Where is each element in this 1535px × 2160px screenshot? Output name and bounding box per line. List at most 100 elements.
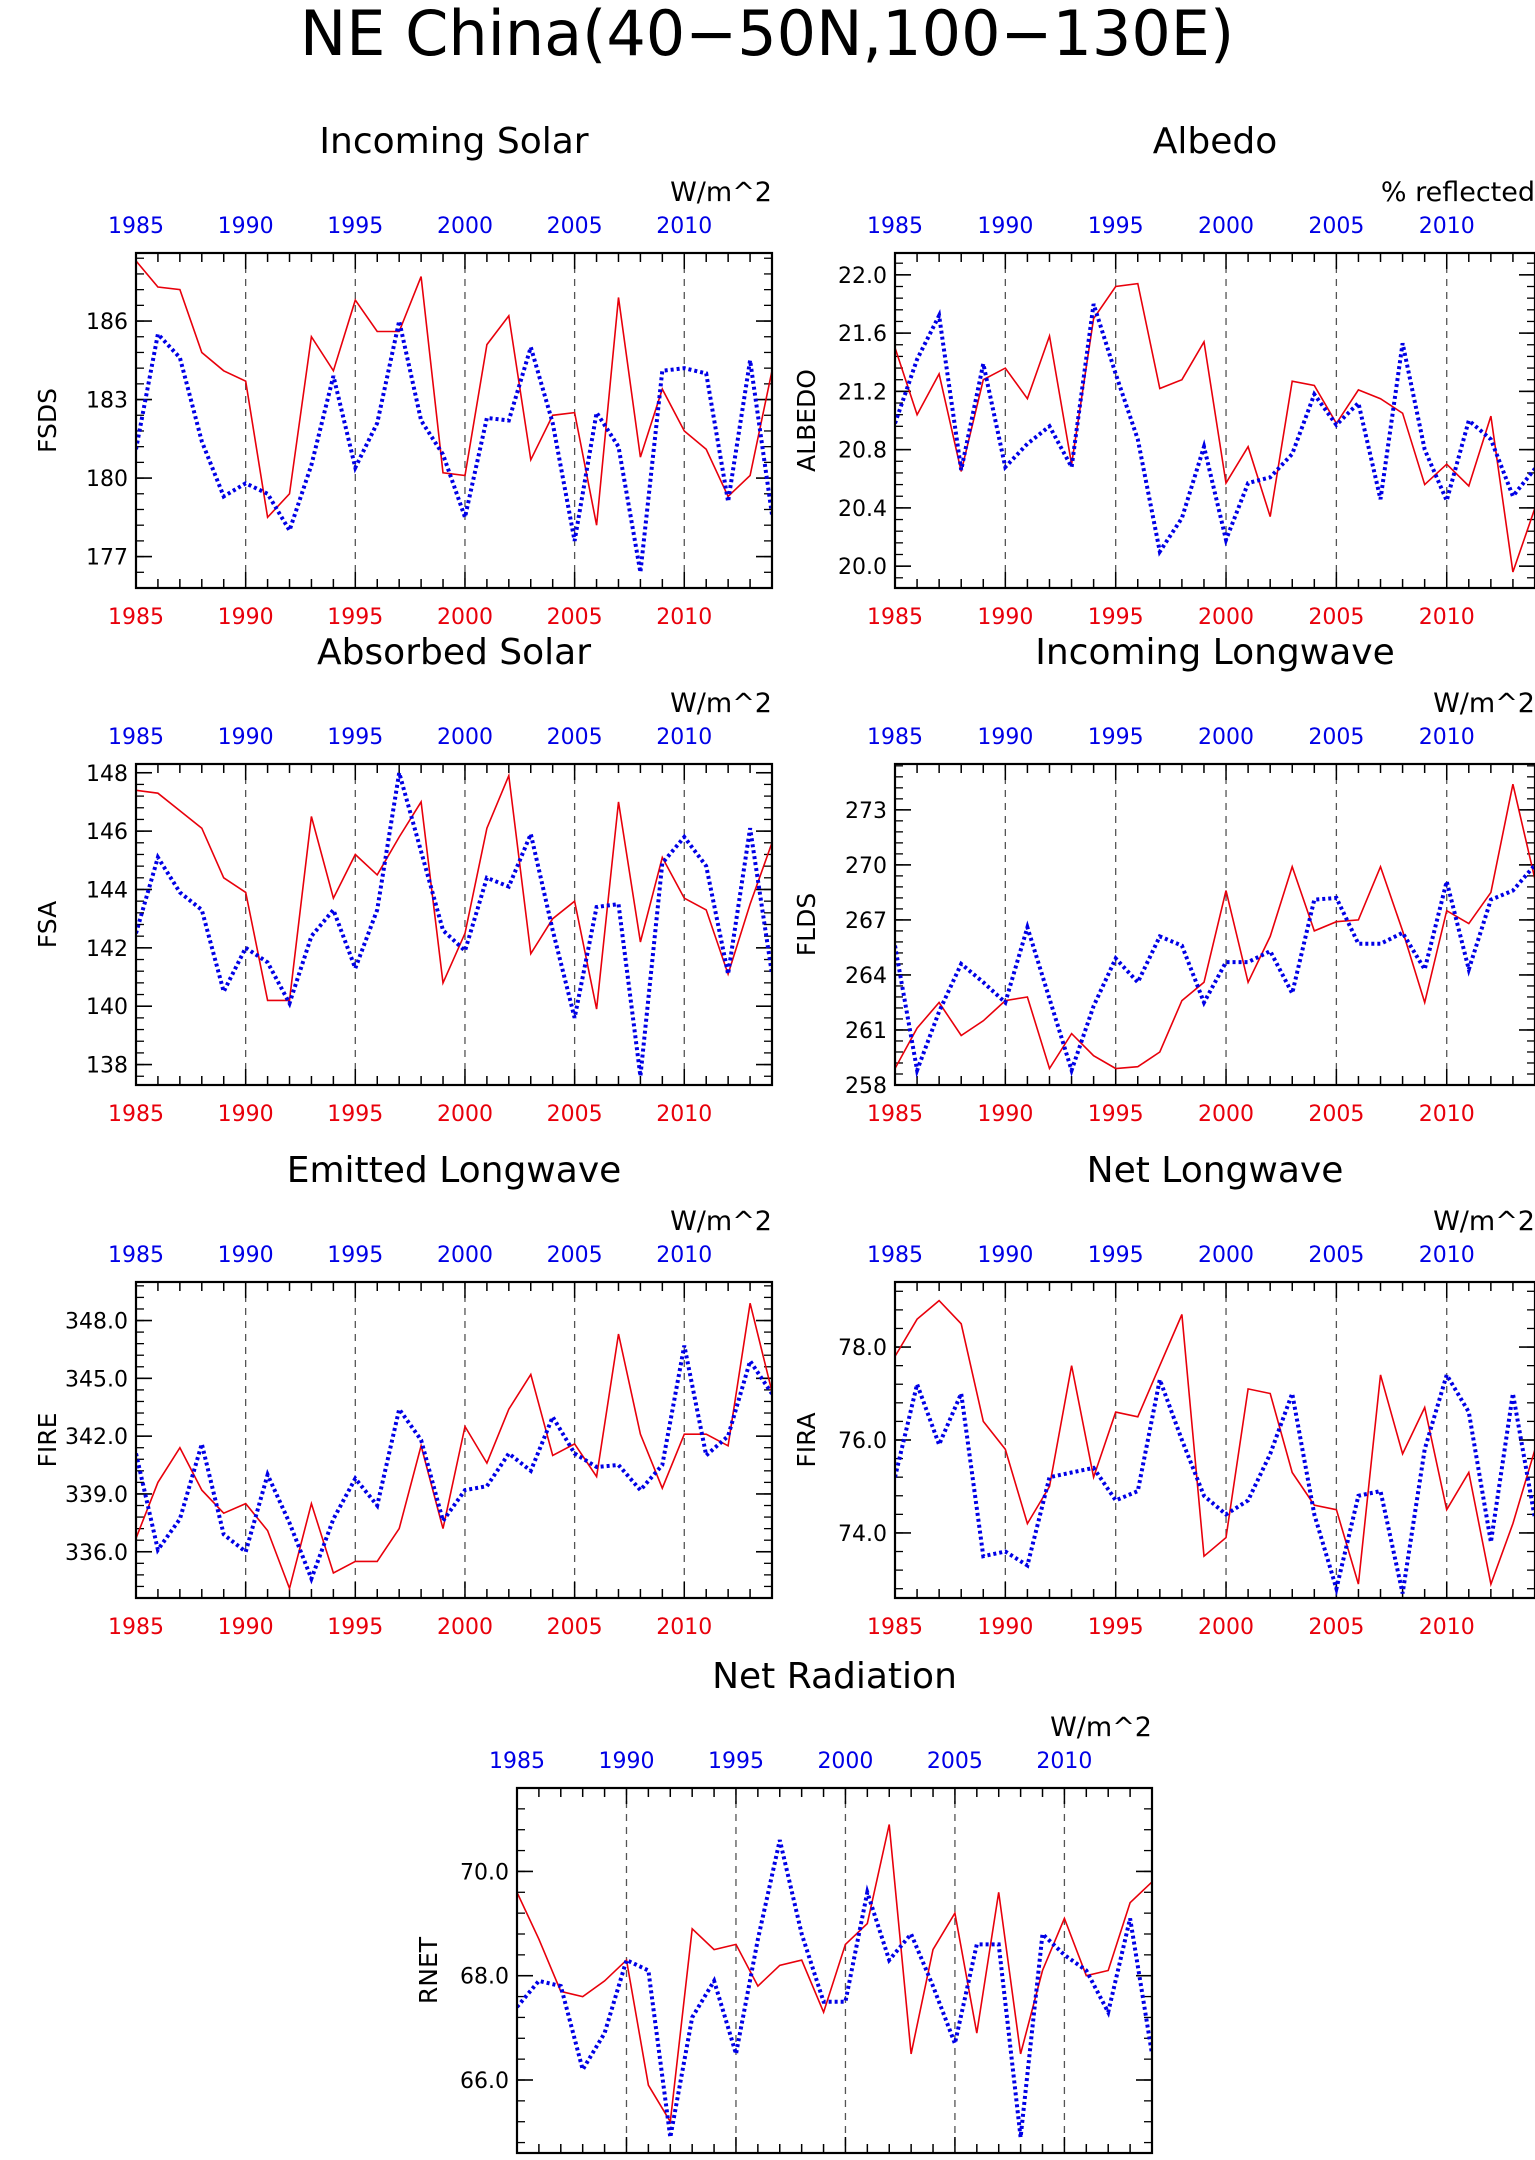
y-tick-label: 177 [86,546,128,571]
x-tick-label-top: 1985 [867,1243,923,1268]
series-line-blue [895,303,1535,557]
chart-panel-7: Net RadiationW/m^21985198519901990199519… [414,1656,1154,2155]
series-line-red [895,1299,1535,1588]
y-tick-label: 186 [86,310,128,335]
x-tick-label: 2010 [1419,1615,1475,1640]
y-axis-label: FIRA [792,1412,821,1467]
x-tick-label: 2000 [1198,1102,1254,1127]
x-tick-label-top: 1985 [867,214,923,239]
x-tick-label: 2010 [656,1615,712,1640]
y-tick-label: 267 [845,909,887,934]
chart-panel-3: Absorbed Solar W/m^2 1985 1985 1990 1990 1995 1… [33,632,774,1127]
series-line-blue [517,1839,1152,2138]
units-label: W/m^2 [670,688,772,719]
x-tick-label: 1985 [867,1102,923,1127]
figure-title: NE China(40−50N,100−130E) [300,0,1234,70]
x-tick-label-top: 1985 [108,214,164,239]
panel-title: Emitted Longwave [287,1150,622,1191]
y-axis-label: FLDS [792,893,821,956]
plot-frame [893,762,1535,1087]
x-tick-label: 1990 [977,1615,1033,1640]
y-tick-label: 22.0 [838,264,887,289]
panel-title: Net Longwave [1087,1150,1344,1191]
chart-panel-1: Incoming Solar W/m^2 1985 1985 1990 1990 1995 1… [33,121,774,630]
series-line-red [136,260,772,526]
x-tick-label-top: 2005 [927,1749,983,1774]
plot-frame [134,251,774,590]
panel-title: Net Radiation [712,1656,957,1697]
plot-frame [893,251,1535,590]
x-tick-label: 1990 [218,1615,274,1640]
y-axis-label: FSA [33,901,62,948]
x-tick-label-top: 1995 [708,1749,764,1774]
x-tick-label: 1995 [327,605,383,630]
x-tick-label-top: 2005 [547,1243,603,1268]
x-tick-label-top: 1995 [1088,725,1144,750]
x-tick-label-top: 1990 [218,725,274,750]
y-tick-label: 21.2 [838,380,887,405]
y-tick-label: 20.8 [838,439,887,464]
x-tick-label: 2000 [437,1102,493,1127]
x-tick-label: 1990 [977,605,1033,630]
y-tick-label: 144 [86,878,128,903]
units-label: W/m^2 [1433,688,1535,719]
x-tick-label-top: 2010 [1419,214,1475,239]
y-axis-label: FIRE [33,1413,62,1468]
x-tick-label-top: 1990 [218,1243,274,1268]
x-tick-label-top: 2000 [1198,725,1254,750]
y-tick-label: 76.0 [838,1429,887,1454]
x-tick-label-top: 2005 [1308,725,1364,750]
x-tick-label: 2005 [1308,605,1364,630]
y-tick-label: 138 [86,1054,128,1079]
x-tick-label-top: 2010 [656,1243,712,1268]
chart-panel-4: Incoming Longwave W/m^2 1985 1985 1990 1990 19… [792,632,1535,1127]
x-tick-label: 1995 [1088,1102,1144,1127]
x-tick-label: 1990 [977,1102,1033,1127]
y-tick-label: 336.0 [65,1541,128,1566]
panel-title: Incoming Longwave [1035,632,1395,673]
x-tick-label: 1985 [108,605,164,630]
units-label: W/m^2 [1433,1206,1535,1237]
x-tick-label-top: 1990 [218,214,274,239]
x-tick-label: 1995 [327,1615,383,1640]
y-tick-label: 140 [86,995,128,1020]
panel-title: Albedo [1153,121,1278,162]
x-tick-label-top: 1995 [327,725,383,750]
x-tick-label-top: 2005 [547,725,603,750]
series-line-blue [895,863,1535,1078]
x-tick-label: 2000 [1198,605,1254,630]
y-axis-label: ALBEDO [792,369,821,472]
x-tick-label-top: 2005 [1308,214,1364,239]
x-tick-label-top: 1990 [977,214,1033,239]
x-tick-label-top: 1985 [489,1749,545,1774]
x-tick-label-top: 1985 [108,1243,164,1268]
x-tick-label-top: 1995 [1088,214,1144,239]
x-tick-label-top: 2005 [547,214,603,239]
plot-frame [893,1280,1535,1600]
x-tick-label: 1995 [1088,605,1144,630]
x-tick-label-top: 2010 [656,725,712,750]
x-tick-label: 2005 [547,605,603,630]
y-tick-label: 68.0 [460,1965,509,1990]
x-tick-label: 2010 [1419,605,1475,630]
x-tick-label: 1995 [1088,1615,1144,1640]
panels: Incoming Solar W/m^2 1985 1985 1990 1990 1995 1… [33,121,1535,2155]
x-tick-label-top: 2000 [1198,1243,1254,1268]
x-tick-label: 1985 [867,605,923,630]
x-tick-label: 2000 [1198,1615,1254,1640]
series-line-red [517,1824,1152,2125]
series-line-blue [136,1345,772,1585]
x-tick-label: 2005 [547,1615,603,1640]
units-label: W/m^2 [670,177,772,208]
x-tick-label: 2000 [437,605,493,630]
y-tick-label: 21.6 [838,322,887,347]
x-tick-label-top: 2005 [1308,1243,1364,1268]
x-tick-label-top: 1990 [598,1749,654,1774]
chart-panel-5: Emitted Longwave W/m^2 1985 1985 1990 1990 199… [33,1150,774,1640]
y-tick-label: 148 [86,762,128,787]
x-tick-label: 2010 [656,605,712,630]
x-tick-label-top: 2010 [1036,1749,1092,1774]
x-tick-label-top: 2000 [437,725,493,750]
y-tick-label: 270 [845,854,887,879]
